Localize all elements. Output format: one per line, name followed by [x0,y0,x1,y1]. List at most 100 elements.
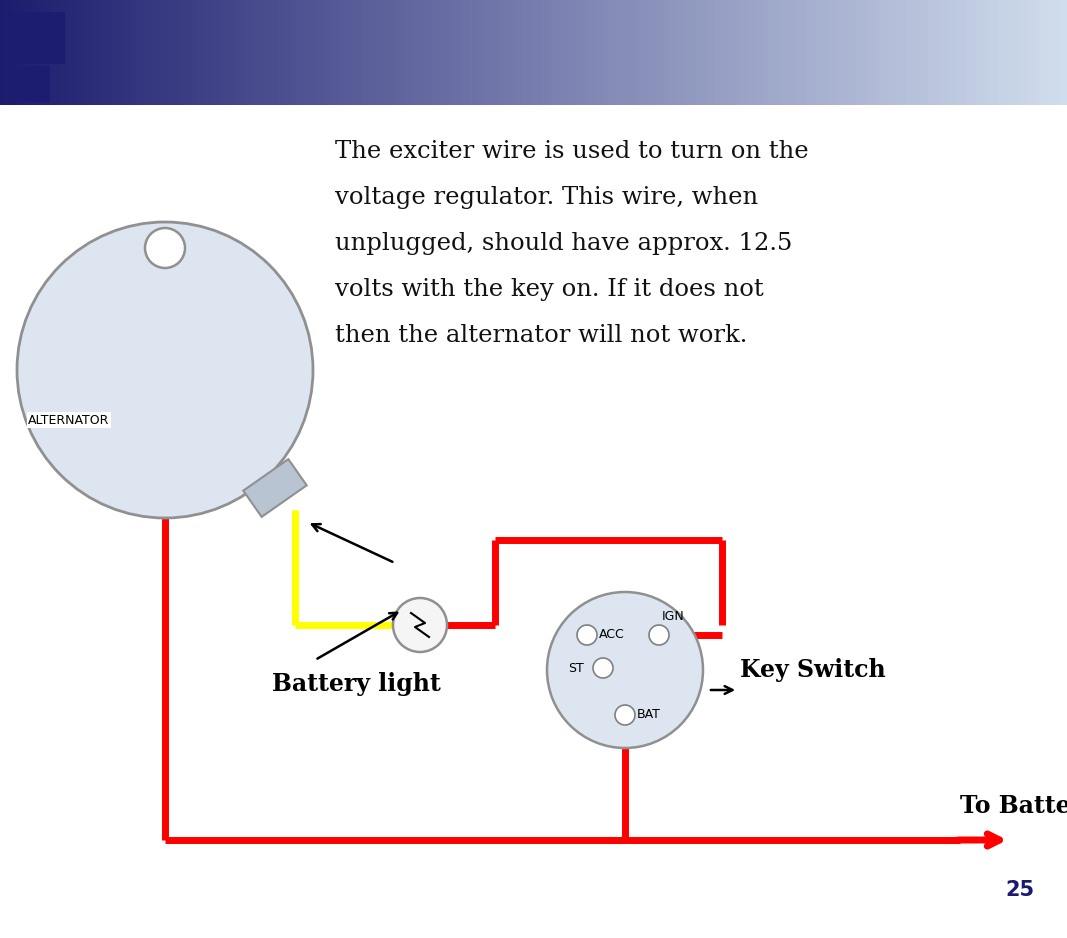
Bar [320,0,324,105]
Bar [803,0,809,105]
Bar [1006,0,1012,105]
Bar [896,0,901,105]
Bar [85,0,90,105]
Bar [1064,0,1067,105]
Bar [11,0,15,105]
Bar [1000,0,1004,105]
Bar [914,0,919,105]
Bar [680,0,684,105]
Bar [658,0,663,105]
Bar [253,0,257,105]
Bar [840,0,844,105]
Bar [878,0,883,105]
Bar [931,0,937,105]
Bar [352,0,356,105]
Bar [99,0,105,105]
Bar [29,0,33,105]
Bar [573,0,577,105]
Bar [217,0,222,105]
Bar [441,0,446,105]
Bar [768,0,773,105]
Bar [637,0,641,105]
Bar [171,0,175,105]
Bar [1038,0,1044,105]
Bar [907,0,911,105]
Bar [537,0,542,105]
Bar [456,0,460,105]
Bar [651,0,655,105]
Bar [445,0,449,105]
Bar [210,0,214,105]
Bar [509,0,513,105]
Bar [765,0,769,105]
Bar [829,0,833,105]
Bar [648,0,652,105]
Bar [309,0,314,105]
Bar [259,0,265,105]
Bar [726,0,730,105]
Bar [953,0,958,105]
Bar [221,0,225,105]
Bar [946,0,951,105]
Bar [131,0,137,105]
Bar [1056,0,1061,105]
Bar [437,0,442,105]
Bar [10,12,65,64]
Bar [181,0,186,105]
Bar [256,0,260,105]
Bar [110,0,115,105]
Bar [910,0,915,105]
Bar [136,0,140,105]
Bar [701,0,705,105]
Bar [697,0,702,105]
Bar [822,0,826,105]
Bar [168,0,172,105]
Circle shape [649,625,669,645]
Bar [584,0,588,105]
Bar [867,0,873,105]
Bar [12,66,50,102]
Bar [93,0,97,105]
Circle shape [577,625,598,645]
Bar [128,0,132,105]
Bar [174,0,179,105]
Bar [402,0,407,105]
Bar [1010,0,1015,105]
Bar [299,0,303,105]
Bar [291,0,297,105]
Bar [750,0,755,105]
Bar [360,0,364,105]
Text: ST: ST [568,661,584,674]
Text: then the alternator will not work.: then the alternator will not work. [335,324,747,347]
Bar [302,0,307,105]
Bar [608,0,612,105]
Bar [562,0,567,105]
Bar [1042,0,1047,105]
Bar [398,0,403,105]
Bar [328,0,332,105]
Bar [1049,0,1054,105]
Bar [448,0,452,105]
Bar [512,0,516,105]
Bar [142,0,147,105]
Circle shape [17,222,313,518]
Bar [569,0,574,105]
Bar [675,0,681,105]
Bar [590,0,595,105]
Bar [729,0,734,105]
Bar [683,0,687,105]
Bar [25,0,30,105]
Bar [982,0,986,105]
Bar [121,0,126,105]
Bar [744,0,748,105]
Bar [665,0,670,105]
Bar [473,0,478,105]
Bar [918,0,922,105]
Bar [875,0,879,105]
Bar [793,0,798,105]
Bar [146,0,150,105]
Bar [466,0,471,105]
Bar [3,0,9,105]
Bar [387,0,393,105]
Bar [7,0,12,105]
